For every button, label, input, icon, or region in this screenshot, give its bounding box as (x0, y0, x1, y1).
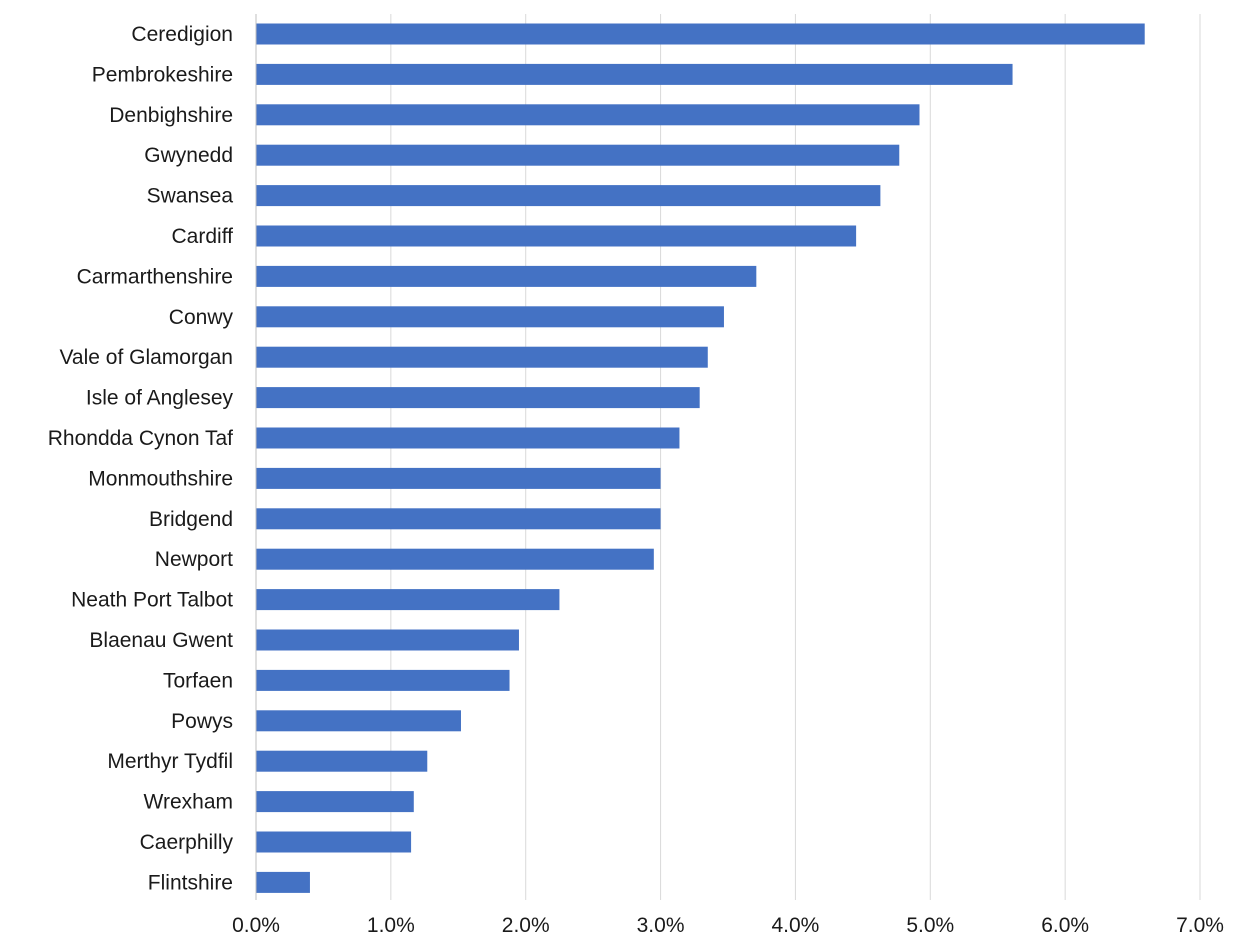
bar (256, 265, 757, 287)
x-tick-label: 6.0% (1041, 914, 1089, 937)
x-tick-label: 3.0% (637, 914, 685, 937)
x-tick-label: 2.0% (502, 914, 550, 937)
category-label: Conwy (169, 306, 234, 329)
x-tick-labels: 0.0% 1.0% 2.0% 3.0% 4.0% 5.0% 6.0% 7.0% (232, 914, 1224, 937)
bars (256, 23, 1145, 893)
category-label: Ceredigion (131, 23, 233, 46)
bar (256, 306, 724, 328)
bar (256, 791, 414, 813)
bar (256, 629, 519, 651)
bar (256, 508, 661, 530)
bar (256, 144, 900, 166)
category-label: Flintshire (148, 871, 233, 894)
category-label: Isle of Anglesey (86, 387, 234, 410)
category-label: Newport (155, 548, 233, 571)
bar (256, 548, 654, 570)
bar (256, 346, 708, 368)
bar (256, 104, 920, 126)
category-label: Caerphilly (140, 831, 234, 854)
x-tick-label: 7.0% (1176, 914, 1224, 937)
category-label: Bridgend (149, 508, 233, 531)
bar (256, 750, 428, 772)
category-label: Carmarthenshire (77, 265, 233, 288)
category-label: Wrexham (144, 791, 233, 814)
category-label: Merthyr Tydfil (107, 750, 233, 773)
bar (256, 427, 680, 449)
category-label: Torfaen (163, 669, 233, 692)
bar (256, 669, 510, 691)
category-label: Gwynedd (144, 144, 233, 167)
category-label: Denbighshire (109, 104, 233, 127)
bar (256, 710, 461, 732)
category-label: Swansea (147, 185, 234, 208)
bar (256, 831, 412, 853)
bar (256, 387, 700, 409)
category-label: Rhondda Cynon Taf (48, 427, 233, 450)
x-tick-label: 0.0% (232, 914, 280, 937)
bar (256, 185, 881, 207)
x-tick-label: 5.0% (906, 914, 954, 937)
category-label: Blaenau Gwent (89, 629, 233, 652)
category-label: Vale of Glamorgan (59, 346, 233, 369)
bar (256, 467, 661, 489)
x-tick-label: 1.0% (367, 914, 415, 937)
x-tick-label: 4.0% (771, 914, 819, 937)
category-label: Cardiff (172, 225, 234, 248)
category-labels: Ceredigion Pembrokeshire Denbighshire Gwyne… (48, 23, 234, 894)
category-label: Powys (171, 710, 233, 733)
bar (256, 871, 310, 893)
category-label: Pembrokeshire (92, 63, 233, 86)
category-label: Monmouthshire (88, 467, 233, 490)
category-label: Neath Port Talbot (71, 589, 233, 612)
bar (256, 63, 1013, 85)
bar (256, 589, 560, 611)
bar (256, 225, 857, 247)
bar (256, 23, 1145, 45)
